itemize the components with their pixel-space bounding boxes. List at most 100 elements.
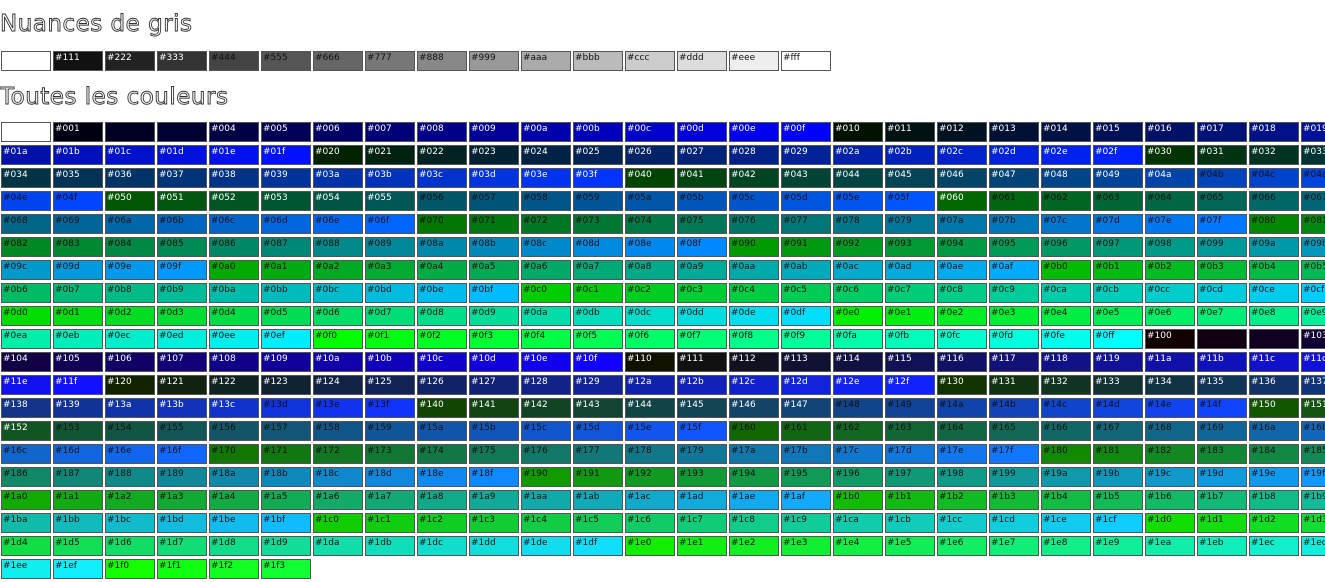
color-swatch: #0cc	[1145, 283, 1195, 303]
color-swatch: #18e	[417, 467, 467, 487]
color-swatch: #043	[781, 168, 831, 188]
color-swatch: #19c	[1145, 467, 1195, 487]
color-swatch: #020	[313, 145, 363, 165]
color-swatch: #192	[625, 467, 675, 487]
color-swatch: #051	[157, 191, 207, 211]
color-swatch: #10f	[573, 352, 623, 372]
color-swatch: #037	[157, 168, 207, 188]
color-swatch: #164	[937, 421, 987, 441]
color-swatch: #1ce	[1041, 513, 1091, 533]
color-swatch: #038	[209, 168, 259, 188]
color-swatch: #184	[1249, 444, 1299, 464]
color-swatch: #093	[885, 237, 935, 257]
color-swatch: #1a1	[53, 490, 103, 510]
color-swatch: #068	[1, 214, 51, 234]
color-swatch: #13f	[365, 398, 415, 418]
color-swatch: #080	[1249, 214, 1299, 234]
color-swatch: #08d	[573, 237, 623, 257]
color-swatch: #055	[365, 191, 415, 211]
color-swatch: #124	[313, 375, 363, 395]
color-swatch: #1b0	[833, 490, 883, 510]
color-swatch: #1c4	[521, 513, 571, 533]
color-swatch: #1da	[313, 536, 363, 556]
color-swatch: #18c	[313, 467, 363, 487]
color-swatch: #19a	[1041, 467, 1091, 487]
color-swatch: #129	[573, 375, 623, 395]
color-swatch: #0de	[729, 306, 779, 326]
color-swatch: #03b	[365, 168, 415, 188]
color-swatch: #14f	[1197, 398, 1247, 418]
color-swatch: #06d	[261, 214, 311, 234]
color-swatch: #11f	[53, 375, 103, 395]
gray-swatch: #111	[53, 51, 103, 71]
color-swatch: #12d	[781, 375, 831, 395]
color-swatch: #1bf	[261, 513, 311, 533]
color-swatch: #17e	[937, 444, 987, 464]
color-swatch: #157	[261, 421, 311, 441]
color-swatch: #199	[989, 467, 1039, 487]
color-swatch: #104	[1, 352, 51, 372]
color-swatch: #0a5	[469, 260, 519, 280]
color-swatch: #16b	[1301, 421, 1325, 441]
color-swatch: #18d	[365, 467, 415, 487]
color-swatch: #006	[313, 122, 363, 142]
color-swatch: #110	[625, 352, 675, 372]
color-swatch: #0b8	[105, 283, 155, 303]
color-swatch: #00e	[729, 122, 779, 142]
color-swatch: #08b	[469, 237, 519, 257]
color-swatch: #032	[1249, 145, 1299, 165]
color-swatch: #0f9	[781, 329, 831, 349]
color-swatch: #0c2	[625, 283, 675, 303]
color-swatch: #0f1	[365, 329, 415, 349]
color-swatch: #194	[729, 467, 779, 487]
color-swatch: #0b3	[1197, 260, 1247, 280]
color-swatch: #085	[157, 237, 207, 257]
color-swatch: #0d0	[1, 306, 51, 326]
color-swatch: #0d2	[105, 306, 155, 326]
color-swatch: #00b	[573, 122, 623, 142]
color-swatch: #144	[625, 398, 675, 418]
color-swatch: #010	[833, 122, 883, 142]
color-swatch: #132	[1041, 375, 1091, 395]
color-swatch: #0a4	[417, 260, 467, 280]
color-swatch: #030	[1145, 145, 1195, 165]
color-swatch: #07d	[1093, 214, 1143, 234]
color-swatch: #183	[1197, 444, 1247, 464]
color-swatch: #057	[469, 191, 519, 211]
color-swatch: #172	[313, 444, 363, 464]
color-swatch: #198	[937, 467, 987, 487]
color-swatch: #1d1	[1197, 513, 1247, 533]
color-swatch: #061	[989, 191, 1039, 211]
color-swatch: #117	[989, 352, 1039, 372]
color-swatch: #1eb	[1197, 536, 1247, 556]
color-swatch: #0c5	[781, 283, 831, 303]
color-swatch: #1f1	[157, 559, 207, 579]
color-swatch: #16d	[53, 444, 103, 464]
color-swatch: #174	[417, 444, 467, 464]
color-swatch: #169	[1197, 421, 1247, 441]
color-swatch: #155	[157, 421, 207, 441]
color-swatch: #0ee	[209, 329, 259, 349]
color-swatch: #084	[105, 237, 155, 257]
color-swatch: #091	[781, 237, 831, 257]
color-swatch: #1e1	[677, 536, 727, 556]
color-swatch: #120	[105, 375, 155, 395]
color-swatch: #188	[105, 467, 155, 487]
color-swatch: #1ac	[625, 490, 675, 510]
color-swatch: #1d7	[157, 536, 207, 556]
color-swatch: #109	[261, 352, 311, 372]
color-swatch: #12c	[729, 375, 779, 395]
color-swatch: #022	[417, 145, 467, 165]
color-swatch: #154	[105, 421, 155, 441]
color-swatch: #1c5	[573, 513, 623, 533]
color-swatch: #186	[1, 467, 51, 487]
color-swatch: #08c	[521, 237, 571, 257]
color-swatch: #145	[677, 398, 727, 418]
color-swatch: #001	[53, 122, 103, 142]
color-swatch: #03f	[573, 168, 623, 188]
color-swatch: #197	[885, 467, 935, 487]
color-swatch: #190	[521, 467, 571, 487]
color-swatch: #046	[937, 168, 987, 188]
color-swatch: #1a0	[1, 490, 51, 510]
color-swatch: #035	[53, 168, 103, 188]
